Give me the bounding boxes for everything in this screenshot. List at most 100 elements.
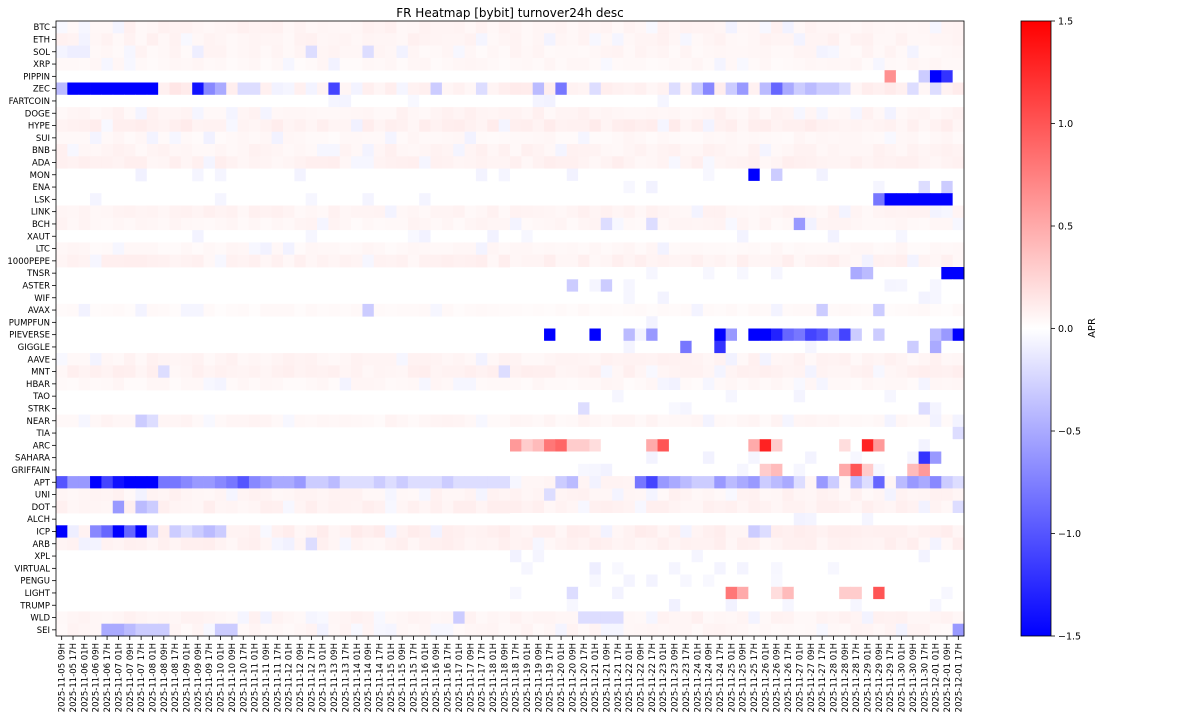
heatmap-cell [839,451,851,465]
heatmap-cell [895,500,908,514]
heatmap-cell [782,94,795,108]
heatmap-cell [657,513,670,526]
heatmap-cell [952,180,965,194]
heatmap-cell [101,611,114,625]
heatmap-cell [566,242,579,256]
heatmap-cell [771,414,783,428]
heatmap-cell [839,156,851,169]
heatmap-cell [827,205,840,219]
heatmap-cell [839,488,851,502]
heatmap-cell [124,476,136,489]
heatmap-cell [691,525,704,538]
heatmap-cell [737,623,749,637]
heatmap-cell [929,267,942,280]
heatmap-cell [861,242,874,256]
heatmap-cell [351,500,363,514]
heatmap-cell [657,82,670,96]
heatmap-cell [771,267,783,280]
heatmap-cell [78,242,91,256]
heatmap-cell [146,476,159,489]
heatmap-cell [67,45,80,59]
heatmap-cell [737,611,749,625]
heatmap-cell [737,402,749,415]
heatmap-cell [226,82,238,96]
heatmap-cell [771,451,783,465]
heatmap-cell [702,488,715,502]
heatmap-cell [725,513,738,526]
heatmap-cell [203,254,216,268]
heatmap-cell [271,623,284,637]
heatmap-cell [544,537,556,551]
heatmap-cell [510,611,522,625]
heatmap-cell [578,463,590,477]
heatmap-cell [396,21,409,34]
heatmap-cell [952,316,965,329]
heatmap-cell [578,21,590,34]
heatmap-cell [725,586,738,600]
heatmap-cell [453,107,465,120]
heatmap-cell [305,119,318,133]
heatmap-cell [668,217,681,231]
heatmap-cell [385,377,397,391]
heatmap-cell [884,156,897,169]
heatmap-cell [793,242,806,256]
heatmap-cell [135,500,148,514]
heatmap-cell [737,500,749,514]
heatmap-cell [725,82,738,96]
heatmap-cell [158,254,170,268]
heatmap-cell [623,390,636,403]
heatmap-cell [646,365,658,379]
heatmap-cell [941,377,954,391]
heatmap-cell [475,217,488,231]
heatmap-cell [317,205,329,219]
heatmap-cell [668,144,681,157]
heatmap-cell [861,107,874,120]
heatmap-cell [634,414,647,428]
heatmap-cell [782,230,795,243]
heatmap-cell [305,156,318,169]
heatmap-cell [918,599,931,612]
heatmap-cell [475,365,488,379]
heatmap-cell [441,205,454,219]
heatmap-cell [702,611,715,625]
heatmap-cell [544,328,556,342]
heatmap-cell [589,586,602,600]
heatmap-cell [839,353,851,366]
heatmap-cell [691,537,704,551]
heatmap-cell [839,144,851,157]
x-tick-label: 2025-11-13 01H [319,643,329,712]
heatmap-cell [941,119,954,133]
heatmap-cell [419,488,431,502]
heatmap-cell [158,168,170,182]
heatmap-cell [112,156,125,169]
heatmap-cell [430,21,443,34]
heatmap-cell [907,57,919,71]
heatmap-cell [555,562,568,575]
heatmap-cell [510,82,522,96]
heatmap-cell [407,119,420,133]
heatmap-cell [691,33,704,46]
heatmap-cell [759,599,772,612]
heatmap-cell [702,562,715,575]
heatmap-cell [907,254,919,268]
heatmap-cell [725,45,738,59]
heatmap-cell [691,131,704,145]
heatmap-cell [441,217,454,231]
heatmap-cell [248,33,261,46]
heatmap-cell [430,57,443,71]
heatmap-cell [827,599,840,612]
heatmap-cell [725,353,738,366]
heatmap-cell [612,205,624,219]
x-tick-label: 2025-11-11 09H [262,643,272,712]
heatmap-cell [158,94,170,108]
heatmap-cell [555,267,568,280]
heatmap-cell [839,82,851,96]
heatmap-cell [226,33,238,46]
heatmap-cell [737,488,749,502]
heatmap-cell [793,500,806,514]
heatmap-cell [589,439,602,452]
heatmap-cell [793,316,806,329]
heatmap-cell [362,119,375,133]
x-tick-label: 2025-11-21 09H [602,643,612,712]
heatmap-cell [294,525,307,538]
